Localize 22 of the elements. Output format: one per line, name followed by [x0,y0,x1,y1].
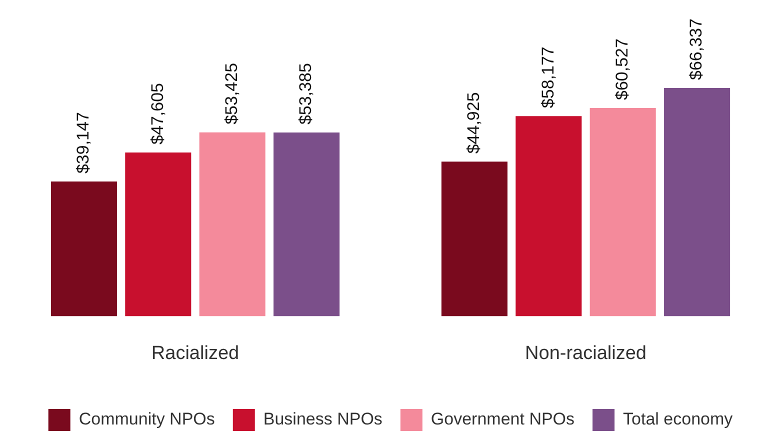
bar [50,182,117,316]
x-tick-label: Non-racialized [525,342,646,364]
data-label: $53,425 [222,62,242,124]
data-label: $39,147 [74,112,93,174]
bar [590,108,656,316]
data-label: $44,925 [464,92,484,154]
data-label: $47,605 [148,82,167,144]
data-label: $66,337 [686,18,706,80]
legend-label: Community NPOs [78,410,215,429]
bar [199,132,266,316]
data-label: $60,527 [612,38,632,100]
legend-label: Government NPOs [430,410,575,429]
x-tick-label: Racialized [151,342,240,364]
legend-label: Total economy [623,410,734,429]
bar [664,88,730,316]
legend-label: Business NPOs [263,410,382,429]
data-label: $53,385 [296,63,316,125]
bar [125,152,192,316]
bar [516,116,582,316]
bar [441,162,508,316]
data-label: $58,177 [538,46,558,108]
bar [274,132,340,316]
